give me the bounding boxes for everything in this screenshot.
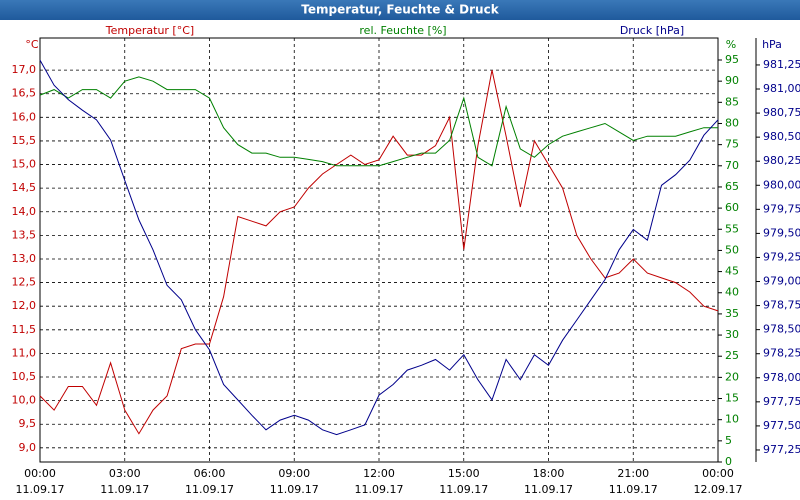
axis-unit: hPa [762,38,782,51]
y-tick-label: 15,5 [12,134,37,147]
x-tick-label-line: 06:00 [194,467,226,480]
y3-tick-label: 979,25 [763,250,800,263]
y-tick-label: 15,0 [12,158,37,171]
y-tick-label: 9,0 [19,441,37,454]
axis-unit: % [726,38,736,51]
x-tick-label-line: 00:00 [702,467,734,480]
y3-tick-label: 979,00 [763,275,800,288]
y2-tick-label: 5 [725,434,732,447]
y3-tick-label: 979,75 [763,202,800,215]
y-tick-label: 17,0 [12,63,37,76]
y2-tick-label: 90 [725,74,739,87]
x-tick-label-line: 18:00 [533,467,565,480]
y-tick-label: 16,5 [12,87,37,100]
y2-tick-label: 25 [725,349,739,362]
y2-tick-label: 95 [725,53,739,66]
series-name: Druck [hPa] [620,24,684,37]
y2-tick-label: 10 [725,413,739,426]
y2-tick-label: 45 [725,265,739,278]
x-tick-label-line: 15:00 [448,467,480,480]
x-tick-label: 12:00 11.09.17 [355,467,404,496]
y2-tick-label: 20 [725,370,739,383]
y3-tick-label: 979,50 [763,226,800,239]
y2-tick-label: 35 [725,307,739,320]
y3-tick-label: 981,25 [763,58,800,71]
x-tick-label-line: 11.09.17 [439,483,488,496]
series-name: Temperatur [°C] [105,24,194,37]
x-tick-label-line: 12.09.17 [694,483,743,496]
y2-tick-label: 85 [725,95,739,108]
y2-tick-label: 70 [725,159,739,172]
x-tick-label-line: 09:00 [278,467,310,480]
axis-unit: °C [25,38,39,51]
y-tick-label: 10,5 [12,370,37,383]
x-tick-label-line: 11.09.17 [355,483,404,496]
y-tick-label: 12,5 [12,276,37,289]
x-tick-label-line: 11.09.17 [100,483,149,496]
x-tick-label-line: 11.09.17 [524,483,573,496]
y-tick-label: 9,5 [19,417,37,430]
y2-tick-label: 40 [725,286,739,299]
y2-tick-label: 60 [725,201,739,214]
y-tick-label: 16,0 [12,110,37,123]
chart-title: Temperatur, Feuchte & Druck [301,3,499,17]
x-tick-label: 18:00 11.09.17 [524,467,573,496]
y2-tick-label: 30 [725,328,739,341]
y-tick-label: 11,5 [12,323,37,336]
x-tick-label-line: 00:00 [24,467,56,480]
x-tick-label-line: 11.09.17 [609,483,658,496]
y2-tick-label: 65 [725,180,739,193]
x-tick-label: 09:00 11.09.17 [270,467,319,496]
x-tick-label-line: 11.09.17 [270,483,319,496]
x-tick-label-line: 11.09.17 [185,483,234,496]
y2-tick-label: 0 [725,455,732,468]
y2-tick-label: 15 [725,392,739,405]
y3-tick-label: 980,00 [763,178,800,191]
x-tick-label: 15:00 11.09.17 [439,467,488,496]
y-tick-label: 10,0 [12,394,37,407]
series-line [39,76,718,167]
x-tick-label: 00:00 11.09.17 [16,467,65,496]
x-tick-label-line: 03:00 [109,467,141,480]
x-tick-label: 21:00 11.09.17 [609,467,658,496]
y3-tick-label: 980,75 [763,106,800,119]
y-tick-label: 14,5 [12,181,37,194]
y3-tick-label: 977,75 [763,395,800,408]
y2-tick-label: 75 [725,138,739,151]
x-tick-label-line: 12:00 [363,467,395,480]
y-tick-label: 13,0 [12,252,37,265]
x-tick-label: 00:00 12.09.17 [694,467,743,496]
y2-tick-label: 50 [725,243,739,256]
y3-tick-label: 978,75 [763,299,800,312]
y2-tick-label: 80 [725,116,739,129]
y3-tick-label: 978,25 [763,347,800,360]
y2-tick-label: 55 [725,222,739,235]
x-tick-label: 03:00 11.09.17 [100,467,149,496]
y3-tick-label: 978,50 [763,323,800,336]
y3-tick-label: 981,00 [763,82,800,95]
title-bar [0,0,800,20]
y3-tick-label: 978,00 [763,371,800,384]
y3-tick-label: 977,50 [763,419,800,432]
plot-frame [39,37,719,463]
y3-tick-label: 980,25 [763,154,800,167]
y3-tick-label: 980,50 [763,130,800,143]
x-tick-label-line: 21:00 [617,467,649,480]
y-tick-label: 12,0 [12,299,37,312]
y-tick-label: 11,0 [12,346,37,359]
y3-tick-label: 977,25 [763,443,800,456]
series-name: rel. Feuchte [%] [359,24,446,37]
x-tick-label: 06:00 11.09.17 [185,467,234,496]
series-line [39,59,719,436]
y-tick-label: 14,0 [12,205,37,218]
series-line [39,69,719,435]
y-tick-label: 13,5 [12,228,37,241]
x-tick-label-line: 11.09.17 [16,483,65,496]
